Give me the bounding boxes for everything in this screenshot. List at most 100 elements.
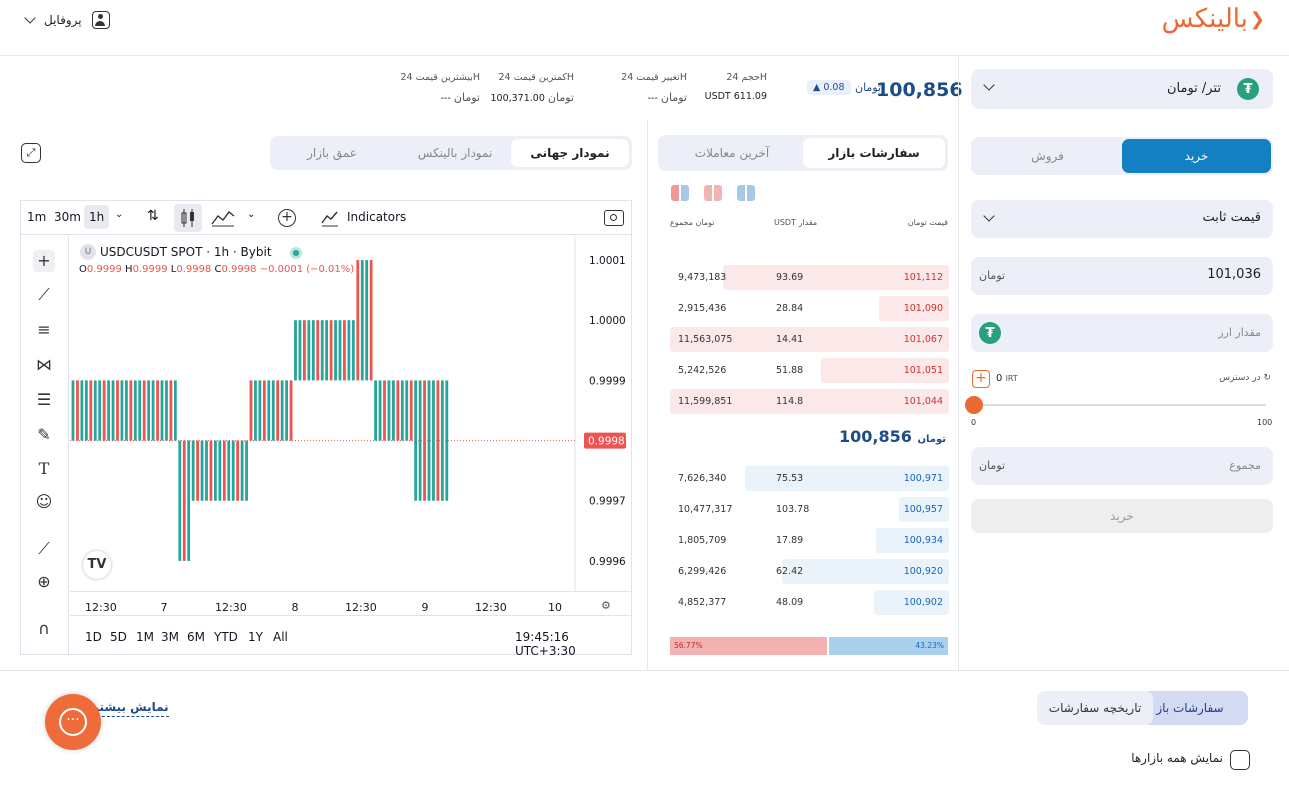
- y-tick: 1.0000: [589, 315, 626, 327]
- camera-icon[interactable]: [604, 210, 624, 226]
- range-5d[interactable]: 5D: [110, 630, 127, 644]
- ask-row[interactable]: 11,599,851 114.8 101,044: [670, 389, 949, 414]
- indicators-button[interactable]: Indicators: [347, 210, 407, 224]
- total-input[interactable]: تومان مجموع: [971, 447, 1273, 485]
- candles-icon[interactable]: [174, 204, 202, 232]
- sell-tab[interactable]: فروش: [1031, 149, 1064, 163]
- tab-recent-trades[interactable]: آخرین معاملات: [694, 146, 770, 160]
- candle-body: [396, 380, 400, 441]
- candle-body: [147, 380, 151, 441]
- range-all[interactable]: All: [273, 630, 288, 644]
- projection-icon[interactable]: ☰: [36, 390, 52, 409]
- tab-market-orders[interactable]: سفارشات بازار: [803, 138, 945, 168]
- emoji-icon[interactable]: ☺: [35, 492, 53, 511]
- ask-row[interactable]: 9,473,183 93.69 101,112: [670, 265, 949, 290]
- interval-1m[interactable]: 1m: [27, 210, 47, 224]
- bid-row[interactable]: 7,626,340 75.53 100,971: [670, 466, 949, 491]
- show-more-link[interactable]: نمایش بیشتر: [92, 700, 169, 717]
- candle-body: [445, 380, 449, 501]
- candle-body: [351, 320, 355, 381]
- candle-body: [383, 380, 386, 441]
- candle-body: [387, 380, 391, 441]
- buy-tab[interactable]: خرید: [1122, 139, 1271, 173]
- x-tick: 9: [421, 601, 429, 614]
- change-badge: ▲ 0.08: [807, 80, 851, 95]
- interval-1h[interactable]: 1h: [84, 205, 110, 229]
- view-bids-icon[interactable]: [737, 185, 755, 201]
- pair-selector[interactable]: تتر/ تومان ₮: [971, 69, 1273, 109]
- pattern-icon[interactable]: ⋈: [36, 355, 52, 374]
- ruler-icon[interactable]: ⟋: [38, 539, 50, 558]
- ask-row[interactable]: 5,242,526 51.88 101,051: [670, 358, 949, 383]
- interval-30m[interactable]: 30m: [54, 210, 81, 224]
- time-axis[interactable]: 12:30 7 12:30 8 12:30 9 12:30 10: [70, 591, 631, 615]
- area-chart-icon[interactable]: [211, 207, 235, 227]
- candle-body: [151, 380, 155, 441]
- ask-row[interactable]: 2,915,436 28.84 101,090: [670, 296, 949, 321]
- tab-balinex-chart[interactable]: نمودار بالینکس: [417, 146, 493, 160]
- show-all-markets-checkbox[interactable]: [1230, 750, 1250, 770]
- trendline-icon[interactable]: ⟋: [38, 285, 50, 304]
- profile-menu[interactable]: پروفایل: [24, 11, 110, 29]
- expand-icon[interactable]: ⤢: [21, 143, 41, 163]
- stat-high-value: --- تومان: [440, 91, 480, 104]
- submit-buy-button[interactable]: خرید: [971, 499, 1273, 533]
- tradingview-logo-icon[interactable]: TV: [83, 551, 111, 579]
- total-placeholder: مجموع: [1229, 459, 1261, 472]
- text-tool-icon[interactable]: T: [38, 459, 50, 478]
- stat-change-value: --- تومان: [647, 91, 687, 104]
- slider-max-label: 100: [1257, 418, 1273, 427]
- interval-dropdown-icon[interactable]: ⌄: [115, 209, 124, 220]
- amount-slider-handle[interactable]: [965, 396, 983, 414]
- zoom-in-icon[interactable]: ⊕: [37, 572, 51, 591]
- crosshair-icon[interactable]: +: [33, 250, 55, 272]
- range-1y[interactable]: 1Y: [248, 630, 263, 644]
- range-1d[interactable]: 1D: [85, 630, 102, 644]
- price-plot[interactable]: 0.9996 0.9997 0.9999 1.0000 1.0001 0.9998: [70, 236, 631, 591]
- candle-body: [262, 380, 266, 441]
- bid-row[interactable]: 10,477,317 103.78 100,957: [670, 497, 949, 522]
- tab-global-chart[interactable]: نمودار جهانی: [511, 139, 629, 167]
- candle-body: [102, 380, 106, 441]
- range-3m[interactable]: 3M: [161, 630, 179, 644]
- order-type-select[interactable]: قیمت ثابت: [971, 200, 1273, 238]
- compare-icon[interactable]: ⇅: [147, 208, 159, 224]
- y-tick: 0.9996: [589, 556, 626, 568]
- candle-body: [191, 440, 195, 501]
- ask-row[interactable]: 11,563,075 14.41 101,067: [670, 327, 949, 352]
- view-both-icon[interactable]: [671, 185, 689, 201]
- tab-market-depth[interactable]: عمق بازار: [307, 146, 357, 160]
- candle-body: [182, 440, 186, 561]
- bid-row[interactable]: 1,805,709 17.89 100,934: [670, 528, 949, 553]
- range-1m[interactable]: 1M: [136, 630, 154, 644]
- candle-body: [160, 380, 164, 441]
- axis-settings-icon[interactable]: ⚙: [601, 599, 611, 612]
- brush-icon[interactable]: ✎: [37, 425, 51, 444]
- amount-input[interactable]: ₮ مقدار ارز: [971, 314, 1273, 352]
- view-asks-icon[interactable]: [704, 185, 722, 201]
- ask-price: 101,044: [903, 396, 943, 407]
- support-chat-button[interactable]: ···: [45, 694, 101, 750]
- bid-price: 100,957: [903, 504, 943, 515]
- candle-body: [405, 380, 409, 441]
- price-input[interactable]: تومان 101,036: [971, 257, 1273, 295]
- range-6m[interactable]: 6M: [187, 630, 205, 644]
- candle-body: [236, 440, 240, 501]
- bid-row[interactable]: 4,852,377 48.09 100,902: [670, 590, 949, 615]
- magnet-icon[interactable]: ∩: [38, 619, 50, 638]
- bid-row[interactable]: 6,299,426 62.42 100,920: [670, 559, 949, 584]
- chart-type-dropdown-icon[interactable]: ⌄: [247, 209, 256, 220]
- tab-order-history[interactable]: تاریخچه سفارشات: [1037, 691, 1153, 725]
- add-icon[interactable]: +: [278, 209, 296, 227]
- symbol-label[interactable]: USDCUSDT SPOT · 1h · Bybit: [100, 245, 272, 259]
- indicators-icon[interactable]: [321, 209, 339, 227]
- ohlc-legend: O0.9999 H0.9999 L0.9998 C0.9998 −0.0001 …: [79, 264, 355, 275]
- chat-icon: ···: [59, 708, 87, 736]
- amount-slider-track[interactable]: [974, 404, 1266, 406]
- fib-icon[interactable]: ≡: [37, 320, 51, 339]
- candle-body: [200, 440, 204, 501]
- ask-amount: 14.41: [776, 334, 804, 345]
- range-ytd[interactable]: YTD: [214, 630, 238, 644]
- deposit-plus-button[interactable]: +: [972, 370, 990, 388]
- logo[interactable]: بالینکس ❯: [1162, 4, 1265, 34]
